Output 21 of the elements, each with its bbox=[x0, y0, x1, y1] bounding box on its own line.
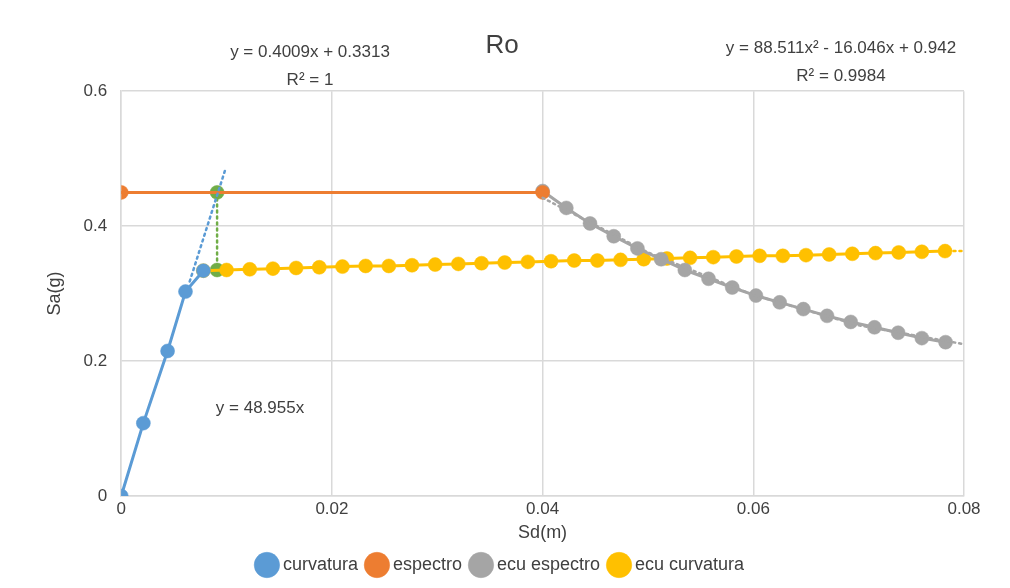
text: y = 88.511x² - 16.046x + 0.942 bbox=[725, 37, 957, 57]
y-tick-label: 0.6 bbox=[83, 80, 108, 100]
text: R² = 1 bbox=[286, 69, 334, 89]
chart-title: Ro bbox=[485, 28, 519, 59]
y-tick-label: 0.4 bbox=[83, 215, 108, 235]
text: y = 0.4009x + 0.3313 bbox=[230, 41, 390, 61]
y-tick-label: 0 bbox=[97, 485, 108, 505]
x-tick-label: 0.08 bbox=[947, 498, 981, 518]
y-axis-title: Sa(g) bbox=[43, 271, 64, 316]
legend-label: ecu espectro bbox=[496, 553, 601, 574]
legend-label: curvatura bbox=[282, 553, 359, 574]
legend-label: ecu curvatura bbox=[635, 553, 746, 574]
x-tick-label: 0.02 bbox=[315, 498, 349, 518]
text: R² = 0.9984 bbox=[796, 65, 886, 85]
y-tick-label: 0.2 bbox=[83, 350, 108, 370]
x-tick-label: 0 bbox=[116, 498, 126, 518]
x-tick-label: 0.04 bbox=[526, 498, 560, 518]
x-axis-title: Sd(m) bbox=[518, 522, 568, 543]
x-tick-label: 0.06 bbox=[736, 498, 770, 518]
annotation: y = 48.955x bbox=[215, 397, 305, 417]
legend-label: espectro bbox=[392, 553, 462, 574]
